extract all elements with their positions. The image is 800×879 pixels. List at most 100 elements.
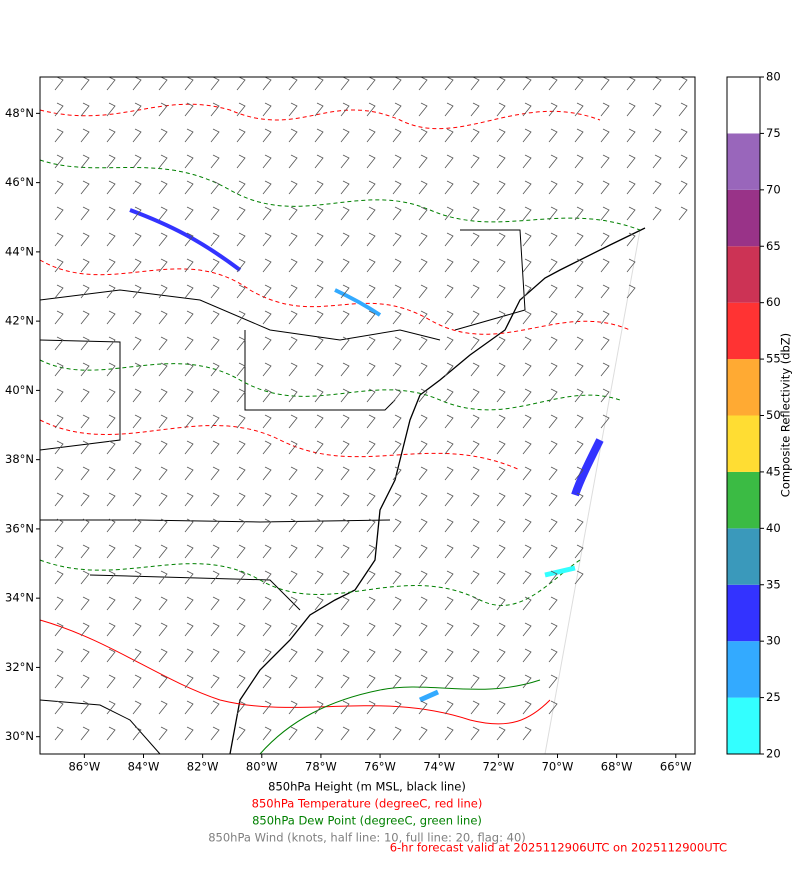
temperature-contour (39, 259, 631, 335)
wind-barb (210, 362, 220, 377)
wind-barb (314, 388, 324, 403)
wind-barb (470, 336, 480, 351)
wind-barb (444, 284, 454, 299)
wind-barb (548, 76, 558, 91)
wind-barb (522, 700, 532, 715)
wind-barb (80, 648, 90, 663)
wind-barb (522, 570, 532, 585)
wind-barb (158, 414, 168, 429)
wind-barb (210, 232, 220, 247)
colorbar-tick-label: 30 (766, 634, 781, 648)
wind-barb (600, 128, 610, 143)
colorbar-tick-label: 50 (766, 408, 781, 422)
wind-barb (366, 102, 376, 117)
wind-barb (158, 362, 168, 377)
wind-barb (54, 440, 64, 455)
wind-barb (444, 206, 454, 221)
wind-barb (288, 232, 298, 247)
wind-barb (158, 258, 168, 273)
wind-barb (314, 466, 324, 481)
wind-barb (106, 648, 116, 663)
wind-barb (80, 284, 90, 299)
wind-barb (236, 726, 246, 741)
wind-barb (54, 414, 64, 429)
wind-barb (210, 206, 220, 221)
wind-barb (80, 726, 90, 741)
wind-barb (522, 76, 532, 91)
wind-barb (80, 414, 90, 429)
wind-barb (132, 648, 142, 663)
wind-barb (548, 440, 558, 455)
wind-barb (444, 596, 454, 611)
colorbar-tick-label: 65 (766, 239, 781, 253)
wind-barb (418, 180, 428, 195)
wind-barb (392, 414, 402, 429)
wind-barb (392, 388, 402, 403)
border (454, 229, 526, 331)
wind-barb (600, 232, 610, 247)
wind-barb (626, 154, 636, 169)
wind-barb (574, 570, 584, 585)
wind-barb (132, 258, 142, 273)
wind-barb (626, 258, 636, 273)
wind-barb (106, 310, 116, 325)
wind-barb (54, 388, 64, 403)
wind-barb (314, 440, 324, 455)
wind-barb (314, 414, 324, 429)
wind-barb (340, 466, 350, 481)
wind-barb (418, 544, 428, 559)
wind-barb (340, 492, 350, 507)
wind-barb (496, 336, 506, 351)
colorbar-tick-label: 55 (766, 352, 781, 366)
wind-barb (444, 544, 454, 559)
wind-barb (574, 440, 584, 455)
wind-barb (262, 284, 272, 299)
wind-barb (210, 674, 220, 689)
wind-barb (496, 700, 506, 715)
wind-barb (444, 102, 454, 117)
wind-barb (574, 102, 584, 117)
wind-barb (366, 674, 376, 689)
wind-barb (340, 596, 350, 611)
wind-barb (314, 232, 324, 247)
wind-barb (314, 310, 324, 325)
wind-barb (262, 154, 272, 169)
wind-barb (548, 674, 558, 689)
wind-barb (158, 336, 168, 351)
wind-barb (574, 258, 584, 273)
colorbar-band (727, 133, 760, 190)
wind-barb (132, 310, 142, 325)
wind-barb (392, 440, 402, 455)
wind-barb (444, 518, 454, 533)
wind-barb (496, 232, 506, 247)
wind-barb (548, 102, 558, 117)
reflectivity-area (544, 565, 576, 578)
wind-barb (158, 232, 168, 247)
wind-barb (496, 388, 506, 403)
wind-barb (210, 128, 220, 143)
wind-barb (106, 440, 116, 455)
x-tick-label: 84°W (128, 760, 160, 774)
wind-barb (106, 128, 116, 143)
wind-barb (574, 388, 584, 403)
wind-barb (158, 622, 168, 637)
border (39, 289, 441, 341)
wind-barb (314, 102, 324, 117)
wind-barb (158, 596, 168, 611)
wind-barb (158, 180, 168, 195)
wind-barb (158, 570, 168, 585)
wind-barb (470, 440, 480, 455)
wind-barb (132, 388, 142, 403)
wind-barb (340, 154, 350, 169)
colorbar-tick-label: 25 (766, 690, 781, 704)
wind-barb (184, 154, 194, 169)
wind-barb (54, 102, 64, 117)
wind-barb (392, 362, 402, 377)
wind-barb (574, 232, 584, 247)
wind-barb (236, 440, 246, 455)
wind-barb (106, 596, 116, 611)
wind-barb (548, 180, 558, 195)
dewpoint-contour (39, 559, 581, 606)
wind-barb (444, 674, 454, 689)
wind-barb (184, 310, 194, 325)
